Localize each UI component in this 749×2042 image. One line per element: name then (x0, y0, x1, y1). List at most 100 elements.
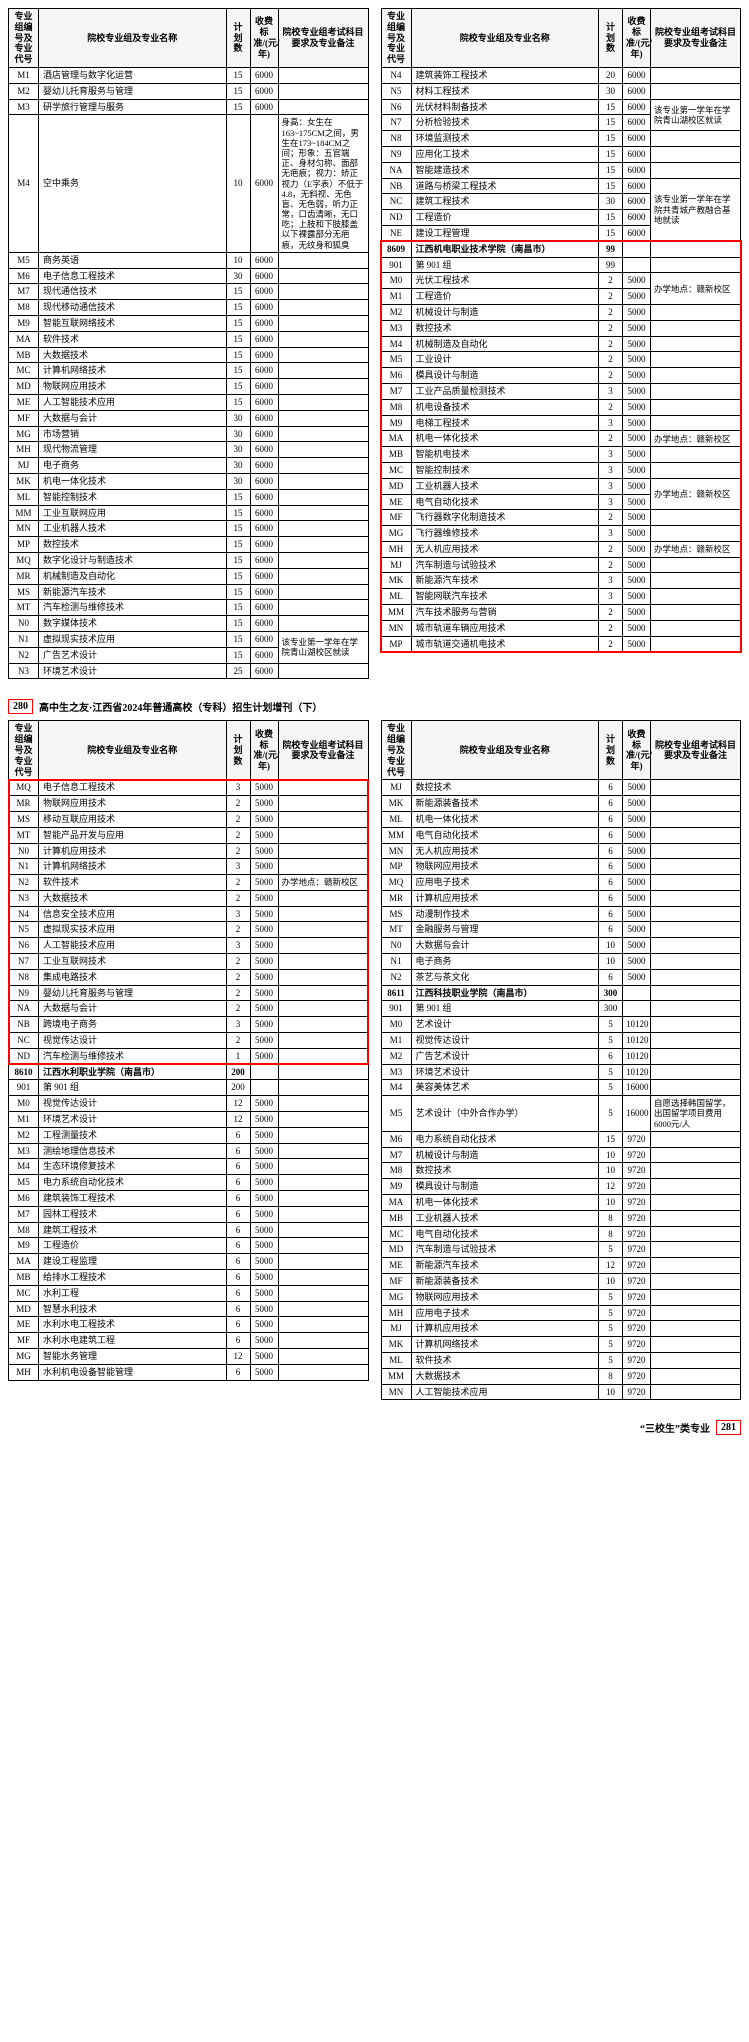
table-row: MM工业互联网应用156000 (9, 505, 369, 521)
table-row: N0数字媒体技术156000 (9, 616, 369, 632)
table-row: MF水利水电建筑工程65000 (9, 1333, 369, 1349)
table-row: MG智能水务管理125000 (9, 1349, 369, 1365)
table-row: M4机械制造及自动化25000 (381, 336, 741, 352)
table-row: N3环境艺术设计256000 (9, 663, 369, 679)
table-row: MB智能机电技术35000 (381, 447, 741, 463)
table-row: MG物联网应用技术59720 (381, 1289, 741, 1305)
table-row: M8建筑工程技术65000 (9, 1222, 369, 1238)
table-row: M0光伏工程技术25000办学地点：赣新校区 (381, 273, 741, 289)
table-row: M8数控技术109720 (381, 1163, 741, 1179)
table-row: MN无人机应用技术65000 (381, 843, 741, 859)
table-row: ME水利水电工程技术65000 (9, 1317, 369, 1333)
table-row: MG飞行器维修技术35000 (381, 526, 741, 542)
table-row: MF飞行器数字化制造技术25000 (381, 510, 741, 526)
table-row: MA软件技术156000 (9, 331, 369, 347)
table-row: MN工业机器人技术156000 (9, 521, 369, 537)
table-row: M6建筑装饰工程技术65000 (9, 1191, 369, 1207)
table-row: M4美容美体艺术516000 (381, 1080, 741, 1096)
th-code: 专业组编号及专业代号 (9, 9, 39, 68)
table-row: MM电气自动化技术65000 (381, 827, 741, 843)
table-row: 901第 901 组300 (381, 1001, 741, 1017)
table-row: M7机械设计与制造109720 (381, 1147, 741, 1163)
table-row: MQ数字化设计与制造技术156000 (9, 552, 369, 568)
table-row: M6模具设计与制造25000 (381, 368, 741, 384)
table-row: N5虚拟现实技术应用25000 (9, 922, 369, 938)
table-row: MD工业机器人技术35000办学地点：赣新校区 (381, 478, 741, 494)
table-row: MD智慧水利技术65000 (9, 1301, 369, 1317)
table-row: MK计算机网络技术59720 (381, 1337, 741, 1353)
table-row: M5电力系统自动化技术65000 (9, 1175, 369, 1191)
table-row: NB道路与桥梁工程技术156000该专业第一学年在学院共青城产教融合基地就读 (381, 178, 741, 194)
table-row: ML软件技术59720 (381, 1352, 741, 1368)
table-row: MQ电子信息工程技术35000 (9, 780, 369, 796)
table-row: M4生态环境修复技术65000 (9, 1159, 369, 1175)
table-row: MC水利工程65000 (9, 1285, 369, 1301)
table-row: MT金融服务与管理65000 (381, 922, 741, 938)
table-row: M1环境艺术设计125000 (9, 1112, 369, 1128)
table-row: MK机电一体化技术306000 (9, 473, 369, 489)
table-row: MJ计算机应用技术59720 (381, 1321, 741, 1337)
table-row: MB工业机器人技术89720 (381, 1210, 741, 1226)
table-row: MQ应用电子技术65000 (381, 875, 741, 891)
table-row: M9电梯工程技术35000 (381, 415, 741, 431)
table-row: ME人工智能技术应用156000 (9, 394, 369, 410)
table-row: MJ数控技术65000 (381, 780, 741, 796)
table-row: M3测绘地理信息技术65000 (9, 1143, 369, 1159)
table-row: M6电力系统自动化技术159720 (381, 1131, 741, 1147)
table-row: NC视觉传达设计25000 (9, 1033, 369, 1049)
table-row: NA智能建造技术156000 (381, 162, 741, 178)
table-row: MK新能源汽车技术35000 (381, 573, 741, 589)
table-row: M1视觉传达设计510120 (381, 1033, 741, 1049)
th-plan: 计划数 (226, 9, 250, 68)
table-row: MM汽车技术服务与营销25000 (381, 605, 741, 621)
table-row: M8现代移动通信技术156000 (9, 300, 369, 316)
table-row: MF新能源装备技术109720 (381, 1273, 741, 1289)
table-row: M6电子信息工程技术306000 (9, 268, 369, 284)
table-row: MR物联网应用技术25000 (9, 796, 369, 812)
table-row: M5艺术设计（中外合作办学）516000自愿选择韩国留学，出国留学项目费用600… (381, 1096, 741, 1132)
table-row: ML智能控制技术156000 (9, 489, 369, 505)
table-row: MH现代物流管理306000 (9, 442, 369, 458)
table-row: MB给排水工程技术65000 (9, 1270, 369, 1286)
table-row: N2茶艺与茶文化65000 (381, 969, 741, 985)
table-row: M2婴幼儿托育服务与管理156000 (9, 83, 369, 99)
table-row: N0大数据与会计105000 (381, 938, 741, 954)
table-row: M7现代通信技术156000 (9, 284, 369, 300)
table-row: N0计算机应用技术25000 (9, 843, 369, 859)
table-row: MA建设工程监理65000 (9, 1254, 369, 1270)
table-row: MA机电一体化技术25000办学地点：赣新校区 (381, 431, 741, 447)
table-row: M2机械设计与制造25000 (381, 304, 741, 320)
table-row: MP物联网应用技术65000 (381, 859, 741, 875)
table-row: MM大数据技术89720 (381, 1368, 741, 1384)
table-row: N1计算机网络技术35000 (9, 859, 369, 875)
table-row: 8611江西科技职业学院（南昌市）300 (381, 985, 741, 1001)
table-row: MC计算机网络技术156000 (9, 363, 369, 379)
page-2: 专业组编号及专业代号 院校专业组及专业名称 计划数 收费标准/(元/年) 院校专… (8, 720, 741, 1400)
table-row: N3大数据技术25000 (9, 890, 369, 906)
table-row: MH水利机电设备智能管理65000 (9, 1364, 369, 1380)
table-1: 专业组编号及专业代号 院校专业组及专业名称 计划数 收费标准/(元/年) 院校专… (8, 8, 369, 679)
table-row: MD汽车制造与试验技术59720 (381, 1242, 741, 1258)
table-row: N2软件技术25000办学地点：赣新校区 (9, 875, 369, 891)
table-row: M7园林工程技术65000 (9, 1206, 369, 1222)
table-row: MH应用电子技术59720 (381, 1305, 741, 1321)
table-row: M3研学旅行管理与服务156000 (9, 99, 369, 115)
table-row: M0艺术设计510120 (381, 1017, 741, 1033)
table-row: MP城市轨道交通机电技术25000 (381, 636, 741, 652)
table-row: M7工业产品质量检测技术35000 (381, 383, 741, 399)
table-row: MS移动互联应用技术25000 (9, 811, 369, 827)
table-row: M5工业设计25000 (381, 352, 741, 368)
table-row: MT汽车检测与维修技术156000 (9, 600, 369, 616)
table-row: ML智能网联汽车技术35000 (381, 589, 741, 605)
table-row: M1酒店管理与数字化运营156000 (9, 67, 369, 83)
table-row: 901第 901 组99 (381, 257, 741, 273)
table-row: 8610江西水利职业学院（南昌市）200 (9, 1064, 369, 1080)
table-row: MH无人机应用技术25000办学地点：赣新校区 (381, 541, 741, 557)
table-row: MF大数据与会计306000 (9, 410, 369, 426)
table-row: MK新能源装备技术65000 (381, 796, 741, 812)
table-row: MP数控技术156000 (9, 537, 369, 553)
page-1: 专业组编号及专业代号 院校专业组及专业名称 计划数 收费标准/(元/年) 院校专… (8, 8, 741, 679)
table-row: M9工程造价65000 (9, 1238, 369, 1254)
th-req: 院校专业组考试科目要求及专业备注 (278, 9, 368, 68)
table-row: M4空中乘务106000身高：女生在163~175CM之间，男生在173~184… (9, 115, 369, 252)
